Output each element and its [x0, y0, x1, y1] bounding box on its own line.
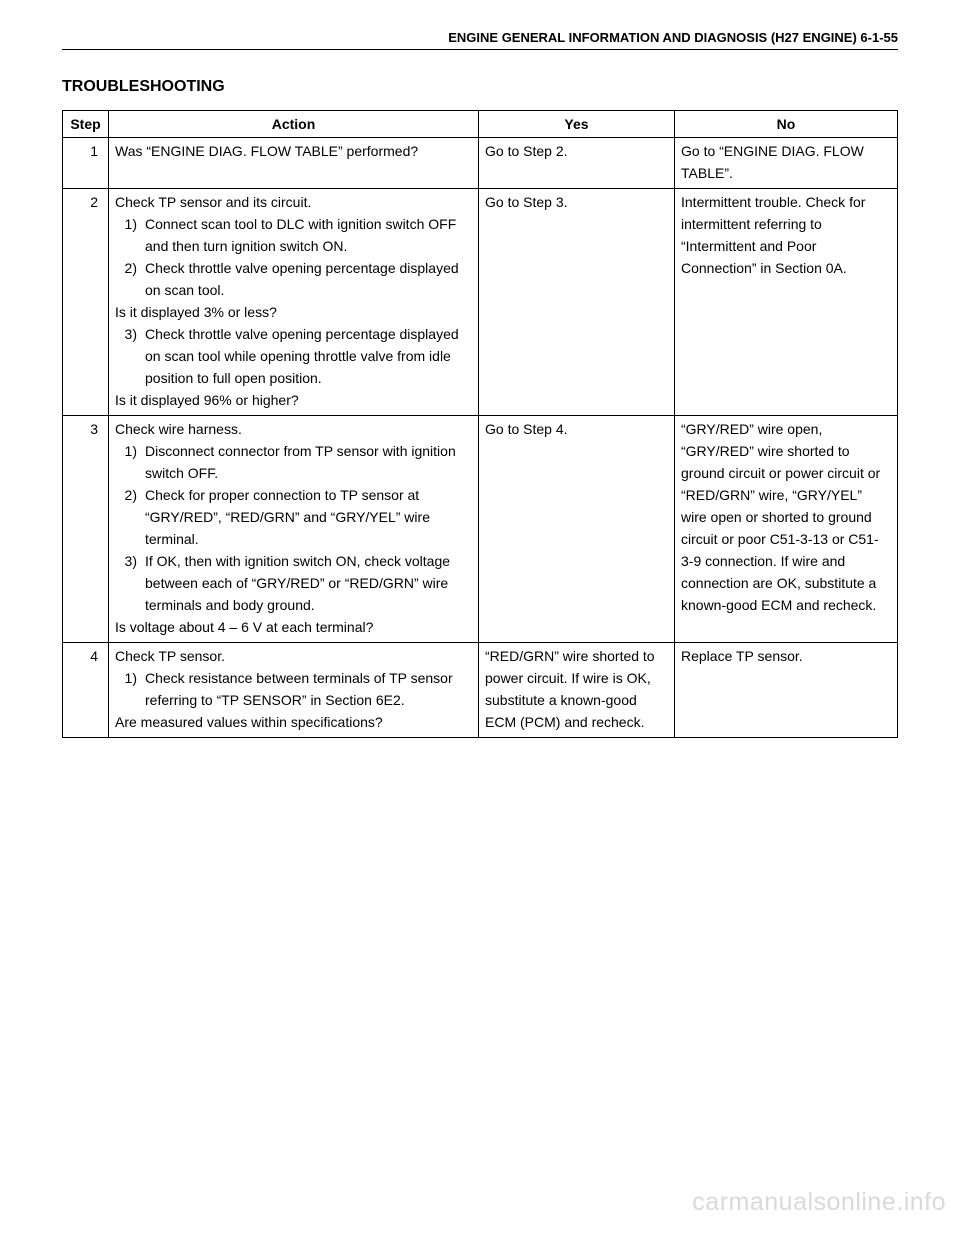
item-text: Check resistance between terminals of TP…: [141, 667, 472, 711]
table-row: 2 Check TP sensor and its circuit. 1) Co…: [63, 189, 898, 416]
item-text: Check throttle valve opening percentage …: [141, 257, 472, 301]
action-outro: Are measured values within specification…: [115, 711, 472, 733]
item-text: Check throttle valve opening percentage …: [141, 323, 472, 389]
no-cell: Go to “ENGINE DIAG. FLOW TABLE”.: [675, 138, 898, 189]
step-cell: 3: [63, 416, 109, 643]
action-item: 3) If OK, then with ignition switch ON, …: [115, 550, 472, 616]
table-row: 4 Check TP sensor. 1) Check resistance b…: [63, 643, 898, 738]
action-outro: Is it displayed 96% or higher?: [115, 389, 472, 411]
yes-cell: Go to Step 2.: [479, 138, 675, 189]
action-item: 2) Check throttle valve opening percenta…: [115, 257, 472, 301]
no-cell: “GRY/RED” wire open, “GRY/RED” wire shor…: [675, 416, 898, 643]
action-mid: Is it displayed 3% or less?: [115, 301, 472, 323]
action-cell: Was “ENGINE DIAG. FLOW TABLE” performed?: [109, 138, 479, 189]
no-cell: Intermittent trouble. Check for intermit…: [675, 189, 898, 416]
table-header-row: Step Action Yes No: [63, 111, 898, 138]
action-item: 3) Check throttle valve opening percenta…: [115, 323, 472, 389]
item-num: 3): [115, 323, 141, 389]
table-row: 3 Check wire harness. 1) Disconnect conn…: [63, 416, 898, 643]
troubleshooting-table: Step Action Yes No 1 Was “ENGINE DIAG. F…: [62, 110, 898, 738]
page-header: ENGINE GENERAL INFORMATION AND DIAGNOSIS…: [62, 30, 898, 50]
step-cell: 1: [63, 138, 109, 189]
yes-cell: “RED/GRN” wire shorted to power circuit.…: [479, 643, 675, 738]
item-text: Connect scan tool to DLC with ignition s…: [141, 213, 472, 257]
action-intro: Check wire harness.: [115, 418, 472, 440]
item-num: 2): [115, 257, 141, 301]
action-item: 2) Check for proper connection to TP sen…: [115, 484, 472, 550]
item-num: 1): [115, 213, 141, 257]
action-cell: Check wire harness. 1) Disconnect connec…: [109, 416, 479, 643]
item-text: Check for proper connection to TP sensor…: [141, 484, 472, 550]
table-row: 1 Was “ENGINE DIAG. FLOW TABLE” performe…: [63, 138, 898, 189]
item-num: 1): [115, 440, 141, 484]
col-yes: Yes: [479, 111, 675, 138]
action-intro: Was “ENGINE DIAG. FLOW TABLE” performed?: [115, 140, 472, 162]
action-item: 1) Check resistance between terminals of…: [115, 667, 472, 711]
action-cell: Check TP sensor and its circuit. 1) Conn…: [109, 189, 479, 416]
col-no: No: [675, 111, 898, 138]
item-num: 1): [115, 667, 141, 711]
col-step: Step: [63, 111, 109, 138]
item-text: If OK, then with ignition switch ON, che…: [141, 550, 472, 616]
yes-cell: Go to Step 4.: [479, 416, 675, 643]
item-num: 2): [115, 484, 141, 550]
step-cell: 4: [63, 643, 109, 738]
watermark-text: carmanualsonline.info: [692, 1188, 946, 1217]
item-text: Disconnect connector from TP sensor with…: [141, 440, 472, 484]
section-title: TROUBLESHOOTING: [62, 78, 898, 96]
action-intro: Check TP sensor and its circuit.: [115, 191, 472, 213]
no-cell: Replace TP sensor.: [675, 643, 898, 738]
col-action: Action: [109, 111, 479, 138]
action-item: 1) Connect scan tool to DLC with ignitio…: [115, 213, 472, 257]
item-num: 3): [115, 550, 141, 616]
step-cell: 2: [63, 189, 109, 416]
action-cell: Check TP sensor. 1) Check resistance bet…: [109, 643, 479, 738]
action-intro: Check TP sensor.: [115, 645, 472, 667]
action-item: 1) Disconnect connector from TP sensor w…: [115, 440, 472, 484]
action-outro: Is voltage about 4 – 6 V at each termina…: [115, 616, 472, 638]
yes-cell: Go to Step 3.: [479, 189, 675, 416]
